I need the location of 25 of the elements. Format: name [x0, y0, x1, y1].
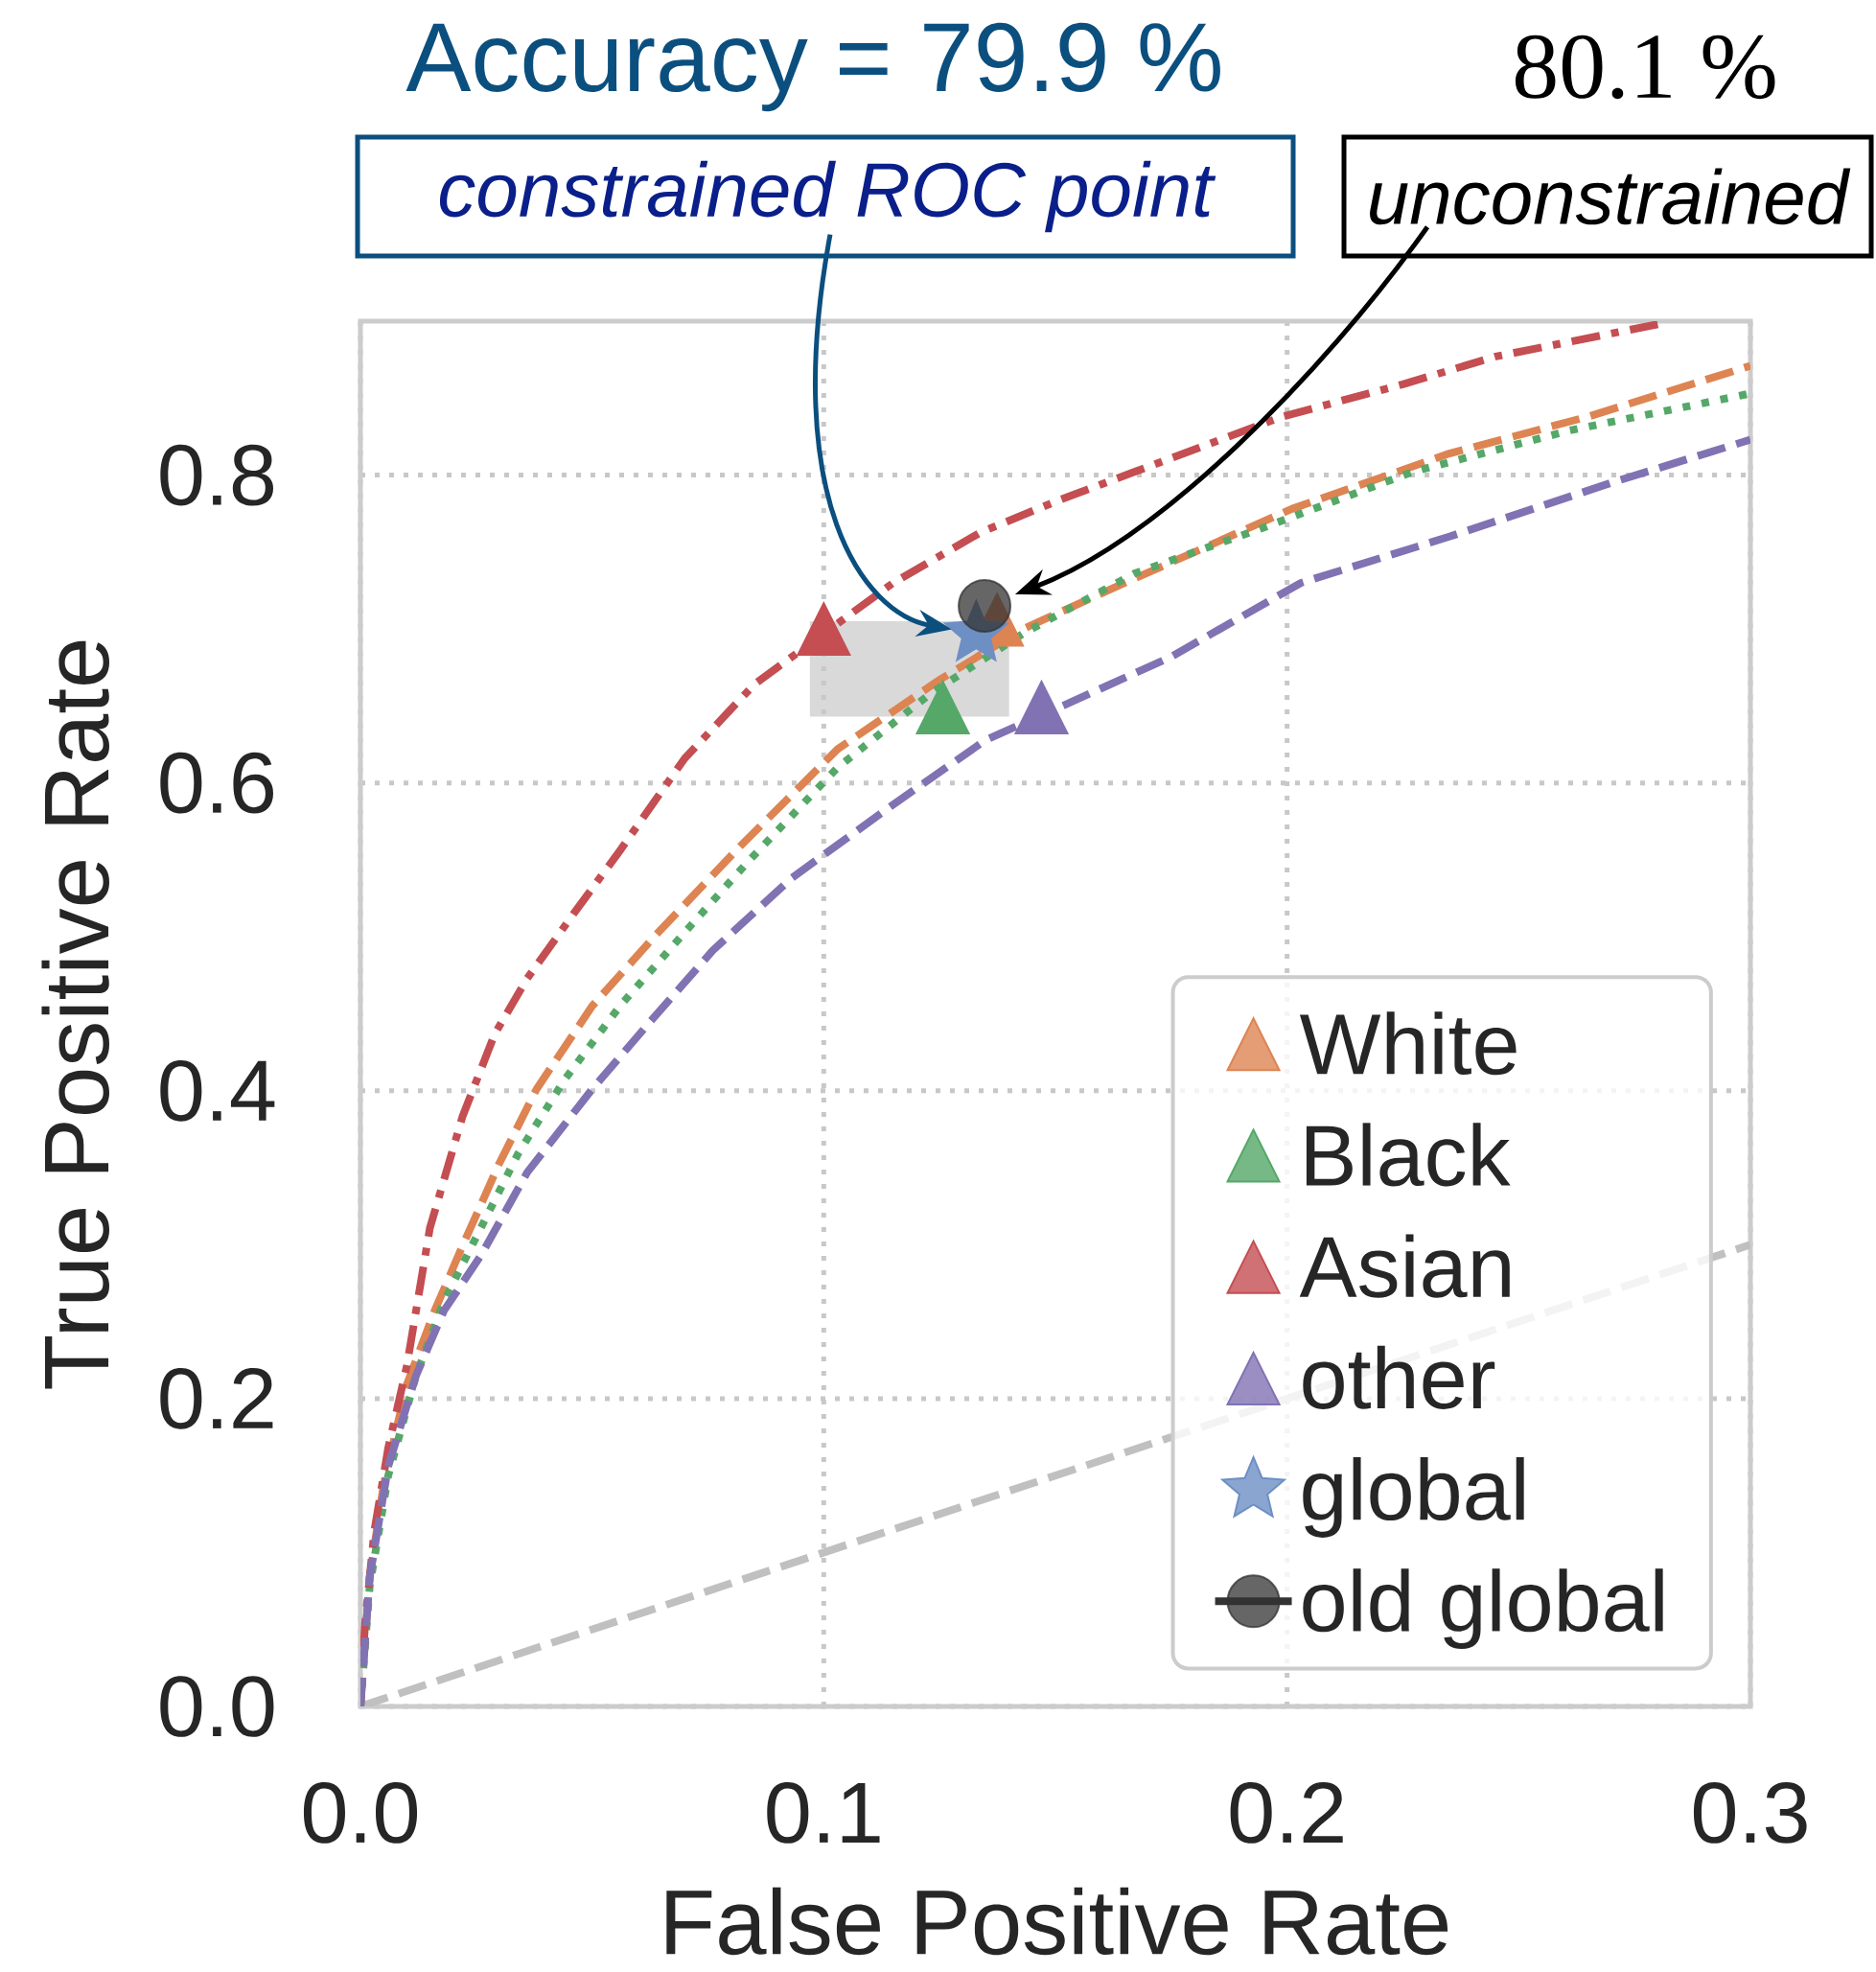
- legend-label: Black: [1306, 1123, 1511, 1187]
- legend-label: global: [1303, 1457, 1524, 1538]
- y-tick-label: 0.0: [160, 1676, 274, 1737]
- legend-label: Asian: [1299, 1234, 1510, 1298]
- y-axis-title: True Positive Rate: [41, 640, 109, 1389]
- text: 80.1 %: [1515, 35, 1775, 100]
- text: Accuracy = 79.9 %: [405, 22, 1220, 112]
- x-tick-label: 0.3: [1693, 1782, 1807, 1844]
- point: [1014, 681, 1069, 734]
- x-tick-label: 0.1: [767, 1782, 880, 1844]
- legend-label: White: [1299, 1011, 1517, 1076]
- text: unconstrained: [1370, 168, 1851, 225]
- x-tick-label: 0.0: [303, 1782, 418, 1844]
- text: constrained ROC point: [439, 160, 1216, 233]
- y-tick-label: 0.4: [160, 1059, 275, 1122]
- legend-label: other: [1303, 1345, 1495, 1409]
- point: [958, 579, 1012, 634]
- y-tick-label: 0.2: [160, 1368, 273, 1429]
- y-tick-label: 0.6: [160, 752, 273, 814]
- x-tick-label: 0.2: [1230, 1782, 1343, 1844]
- y-tick-label: 0.8: [160, 444, 274, 506]
- point: [797, 602, 851, 657]
- x-axis-title: False Positive Rate: [666, 1887, 1448, 1956]
- point: [915, 681, 970, 734]
- legend-label: old global: [1303, 1568, 1663, 1650]
